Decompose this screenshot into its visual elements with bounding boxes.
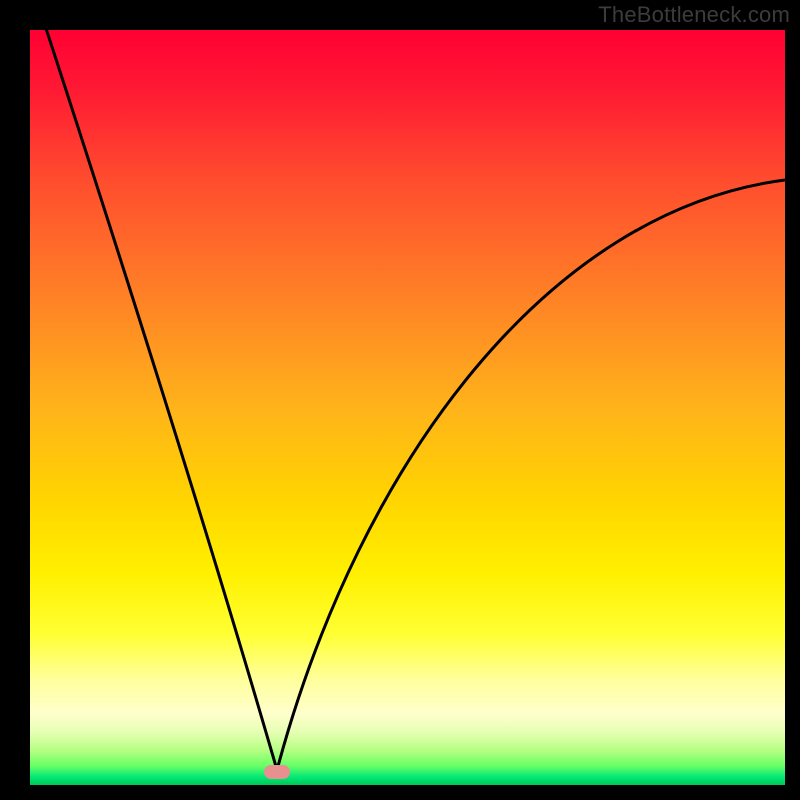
- plot-svg: [30, 30, 785, 785]
- plot-area: [30, 30, 785, 785]
- optimal-marker: [264, 765, 290, 779]
- gradient-background: [30, 30, 785, 785]
- watermark-text: TheBottleneck.com: [598, 2, 790, 28]
- frame-border-bottom: [0, 785, 800, 800]
- frame-border-right: [785, 0, 800, 800]
- frame-border-left: [0, 0, 30, 800]
- chart-frame: TheBottleneck.com: [0, 0, 800, 800]
